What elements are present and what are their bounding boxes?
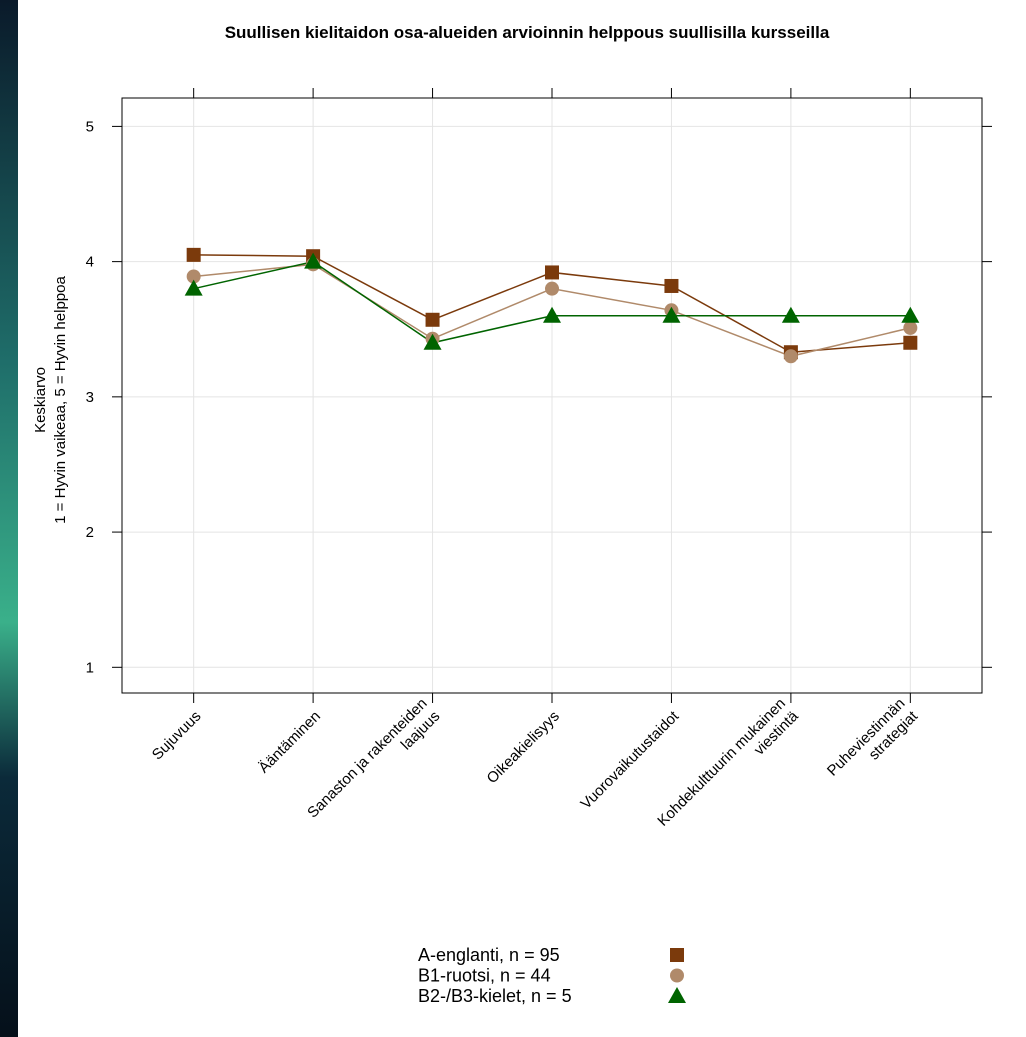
marker (304, 252, 323, 269)
marker (903, 335, 918, 350)
y-tick-label: 3 (86, 389, 94, 406)
legend-label: A-englanti, n = 95 (418, 945, 560, 965)
marker (662, 306, 681, 323)
panel (18, 0, 1026, 1037)
marker (545, 265, 559, 280)
marker (186, 269, 201, 284)
plot-frame (121, 97, 983, 694)
y-tick-label: 5 (86, 118, 94, 135)
marker (425, 312, 440, 327)
y-axis-label: Keskiarvo (32, 367, 49, 433)
marker (184, 279, 203, 296)
marker (783, 349, 798, 364)
y-tick-label: 4 (86, 254, 94, 271)
chart-title: Suullisen kielitaidon osa-alueiden arvio… (225, 23, 830, 42)
marker (423, 333, 442, 350)
marker (186, 247, 201, 262)
marker (664, 278, 679, 293)
marker (903, 320, 918, 335)
y-tick-label: 2 (86, 524, 94, 541)
y-axis-label: 1 = Hyvin vaikeaa, 5 = Hyvin helppoa (52, 276, 69, 524)
marker (545, 281, 559, 296)
marker (670, 948, 684, 962)
marker (670, 968, 684, 983)
y-label-group: Keskiarvo 1 = Hyvin vaikeaa, 5 = Hyvin h… (32, 276, 69, 524)
marker (543, 306, 561, 323)
legend-label: B2-/B3-kielet, n = 5 (418, 986, 572, 1006)
marker (668, 987, 686, 1003)
y-tick-label: 1 (86, 659, 94, 676)
legend-label: B1-ruotsi, n = 44 (418, 966, 551, 986)
marker (901, 306, 920, 323)
marker (781, 306, 800, 323)
